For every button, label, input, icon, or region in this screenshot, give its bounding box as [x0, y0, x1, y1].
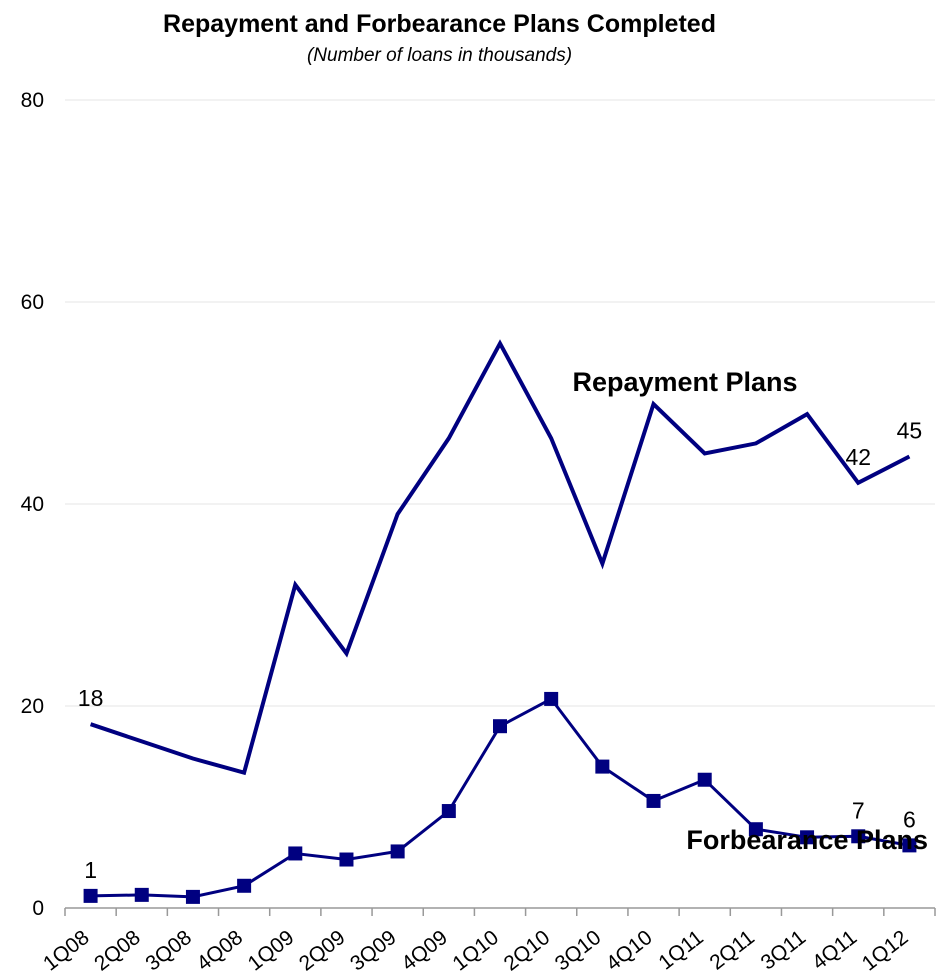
data-point-marker: [441, 804, 456, 819]
data-point-marker: [595, 759, 610, 774]
series-label-forbearance: Forbearance Plans: [686, 825, 928, 855]
series-label-repayment: Repayment Plans: [572, 367, 797, 397]
chart-title: Repayment and Forbearance Plans Complete…: [163, 10, 716, 38]
data-label: 6: [903, 806, 916, 832]
data-point-marker: [544, 691, 559, 706]
data-label: 42: [845, 444, 871, 470]
x-tick-label: 3Q10: [551, 926, 606, 976]
data-point-marker: [902, 838, 917, 853]
x-tick-label: 4Q11: [808, 926, 861, 975]
x-tick-label: 1Q12: [858, 926, 913, 976]
x-tick-label: 4Q09: [397, 926, 452, 976]
x-tick-label: 1Q11: [654, 926, 707, 975]
data-label: 1: [84, 857, 97, 883]
y-tick-label: 60: [21, 291, 44, 314]
data-label: 18: [78, 685, 104, 711]
data-point-marker: [185, 889, 200, 904]
data-point-marker: [237, 878, 252, 893]
data-point-marker: [134, 887, 149, 902]
data-label: 45: [897, 418, 923, 444]
y-tick-label: 20: [21, 695, 44, 718]
data-point-marker: [697, 772, 712, 787]
data-label: 7: [852, 797, 865, 823]
data-point-marker: [83, 888, 98, 903]
x-tick-label: 1Q10: [448, 926, 503, 976]
y-tick-label: 80: [21, 89, 44, 112]
x-tick-label: 2Q11: [706, 926, 759, 975]
data-point-marker: [748, 822, 763, 837]
y-tick-label: 0: [32, 897, 44, 920]
x-tick-label: 3Q11: [757, 926, 810, 975]
series-line-0: [89, 339, 911, 776]
x-tick-label: 2Q10: [500, 926, 555, 976]
x-tick-label: 1Q09: [244, 926, 299, 976]
x-tick-label: 4Q10: [602, 926, 657, 976]
x-tick-label: 2Q08: [90, 926, 145, 976]
x-tick-label: 1Q08: [39, 926, 94, 976]
x-tick-label: 2Q09: [295, 926, 350, 976]
data-point-marker: [493, 719, 507, 734]
x-tick-label: 3Q08: [141, 926, 196, 976]
x-tick-label: 3Q09: [346, 926, 401, 976]
data-point-marker: [800, 830, 815, 845]
data-point-marker: [646, 793, 661, 808]
x-tick-label: 4Q08: [193, 926, 248, 976]
data-point-marker: [339, 852, 354, 867]
y-tick-label: 40: [21, 493, 44, 516]
data-point-marker: [851, 829, 866, 844]
data-point-marker: [390, 844, 405, 859]
data-point-marker: [288, 846, 303, 861]
chart-subtitle: (Number of loans in thousands): [306, 45, 573, 66]
